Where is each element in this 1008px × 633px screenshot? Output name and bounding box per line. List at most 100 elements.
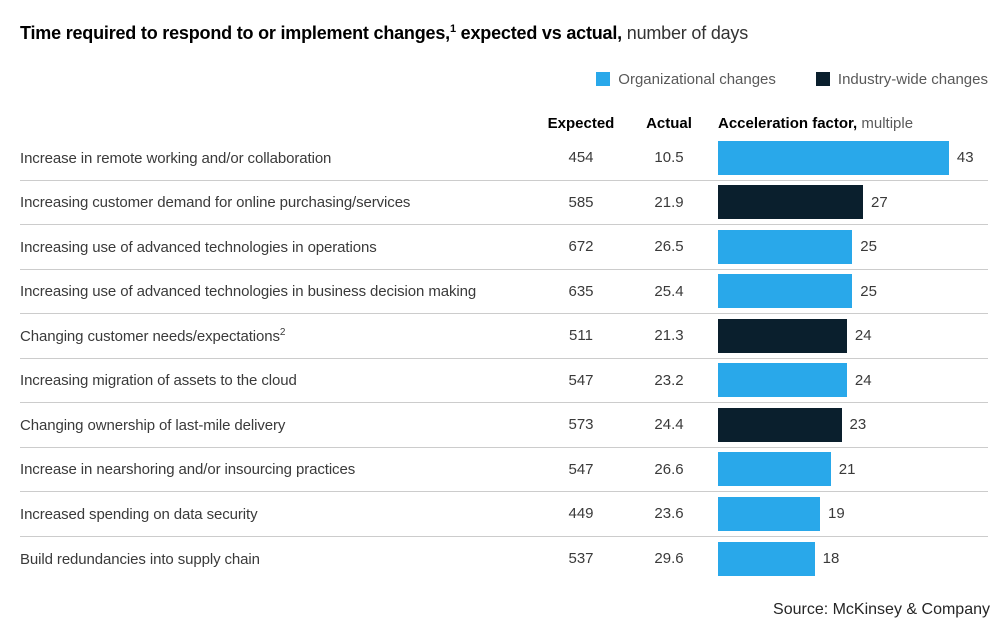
bar-value-label: 18	[822, 550, 840, 568]
bar-value-label: 43	[956, 149, 974, 167]
rows: Increase in remote working and/or collab…	[20, 136, 988, 581]
actual-value: 29.6	[654, 550, 684, 568]
bar-value-label: 21	[838, 460, 856, 478]
expected-value: 672	[568, 238, 594, 256]
row-label-text: Increasing migration of assets to the cl…	[20, 372, 297, 390]
bar-cell: 23	[712, 403, 988, 447]
acceleration-bar	[718, 496, 821, 531]
row-label: Build redundancies into supply chain	[20, 550, 536, 568]
table-row: Build redundancies into supply chain 537…	[20, 537, 988, 582]
row-label-text: Increasing use of advanced technologies …	[20, 283, 477, 301]
actual-value: 21.9	[654, 193, 684, 211]
legend-item-industry: Industry-wide changes	[815, 70, 988, 88]
acceleration-bar	[718, 185, 863, 220]
table-row: Increase in nearshoring and/or insourcin…	[20, 448, 988, 492]
bar-cell: 27	[712, 181, 988, 225]
row-label: Increasing migration of assets to the cl…	[20, 371, 536, 389]
legend-label: Organizational changes	[618, 70, 776, 88]
row-label: Increase in remote working and/or collab…	[20, 149, 536, 167]
row-label: Increasing customer demand for online pu…	[20, 193, 536, 211]
bar-value-label: 24	[854, 327, 872, 345]
header-expected: Expected	[547, 114, 615, 132]
actual-value: 25.4	[654, 282, 684, 300]
acceleration-bar	[718, 140, 949, 175]
table-row: Increasing migration of assets to the cl…	[20, 359, 988, 403]
row-label-text: Build redundancies into supply chain	[20, 550, 260, 568]
bar-value-label: 23	[849, 416, 867, 434]
bar-cell: 25	[712, 270, 988, 314]
table-row: Increasing customer demand for online pu…	[20, 181, 988, 225]
expected-value: 635	[568, 282, 594, 300]
row-footnote-marker: 2	[279, 326, 286, 338]
actual-value: 26.6	[654, 460, 684, 478]
bar-cell: 18	[712, 537, 988, 582]
acceleration-bar	[718, 452, 831, 487]
acceleration-bar	[718, 363, 847, 398]
table-row: Increasing use of advanced technologies …	[20, 270, 988, 314]
table-row: Increasing use of advanced technologies …	[20, 225, 988, 270]
header-actual: Actual	[646, 114, 692, 132]
bar-cell: 43	[712, 136, 988, 180]
row-label: Increased spending on data security	[20, 505, 536, 523]
table-row: Changing ownership of last-mile delivery…	[20, 403, 988, 448]
acceleration-bar	[718, 407, 842, 442]
title-bold-2: expected vs actual,	[455, 23, 622, 43]
title-unit: number of days	[621, 23, 749, 43]
actual-value: 24.4	[654, 416, 684, 434]
bar-cell: 24	[712, 314, 988, 358]
table-row: Increased spending on data security 449 …	[20, 492, 988, 537]
acceleration-bar	[718, 318, 847, 353]
legend-item-organizational: Organizational changes	[596, 71, 776, 88]
actual-value: 10.5	[654, 149, 684, 167]
legend-swatch-industry	[815, 72, 830, 86]
bar-cell: 24	[712, 359, 988, 403]
actual-value: 26.5	[654, 238, 684, 256]
expected-value: 511	[569, 327, 593, 345]
actual-value: 23.2	[654, 371, 684, 389]
acceleration-bar	[718, 229, 853, 264]
bar-value-label: 24	[854, 371, 872, 389]
legend-swatch-organizational	[596, 72, 611, 86]
row-label: Changing ownership of last-mile delivery	[20, 416, 536, 434]
row-label: Increasing use of advanced technologies …	[20, 238, 536, 256]
bar-value-label: 19	[828, 505, 845, 523]
legend: Organizational changes Industry-wide cha…	[20, 70, 988, 88]
header-accel-bold: Acceleration factor,	[718, 114, 858, 132]
bar-cell: 25	[712, 225, 988, 269]
acceleration-bar	[718, 274, 853, 309]
actual-value: 23.6	[654, 505, 684, 523]
expected-value: 585	[568, 193, 594, 211]
expected-value: 573	[568, 416, 594, 434]
row-label-text: Increasing customer demand for online pu…	[20, 194, 411, 212]
expected-value: 547	[568, 371, 594, 389]
table-row: Increase in remote working and/or collab…	[20, 136, 988, 181]
row-label-text: Increase in remote working and/or collab…	[20, 149, 332, 167]
bar-cell: 21	[712, 448, 988, 492]
expected-value: 449	[568, 505, 594, 523]
header-accel-unit: multiple	[857, 114, 914, 132]
row-label-text: Increased spending on data security	[20, 505, 258, 523]
row-label-text: Changing ownership of last-mile delivery	[20, 416, 286, 434]
title-footnote-marker: 1	[449, 23, 456, 35]
expected-value: 547	[568, 460, 594, 478]
bar-value-label: 25	[860, 238, 877, 256]
bar-value-label: 25	[860, 282, 877, 300]
page-title: Time required to respond to or implement…	[20, 18, 988, 44]
row-label: Changing customer needs/expectations2	[20, 327, 536, 345]
actual-value: 21.3	[654, 327, 684, 345]
expected-value: 537	[568, 550, 594, 568]
row-label-text: Increasing use of advanced technologies …	[20, 238, 377, 256]
title-bold: Time required to respond to or implement…	[20, 23, 450, 43]
acceleration-bar	[718, 541, 815, 576]
expected-value: 454	[568, 149, 594, 167]
bar-value-label: 27	[870, 193, 888, 211]
source-attribution: Source: McKinsey & Company	[773, 601, 990, 618]
row-label-text: Changing customer needs/expectations	[20, 327, 280, 345]
table-row: Changing customer needs/expectations2 51…	[20, 314, 988, 359]
bar-cell: 19	[712, 492, 988, 536]
row-label: Increase in nearshoring and/or insourcin…	[20, 460, 536, 478]
table-header: Expected Actual Acceleration factor, mul…	[20, 110, 988, 136]
legend-label: Industry-wide changes	[837, 70, 988, 88]
row-label: Increasing use of advanced technologies …	[20, 282, 536, 300]
